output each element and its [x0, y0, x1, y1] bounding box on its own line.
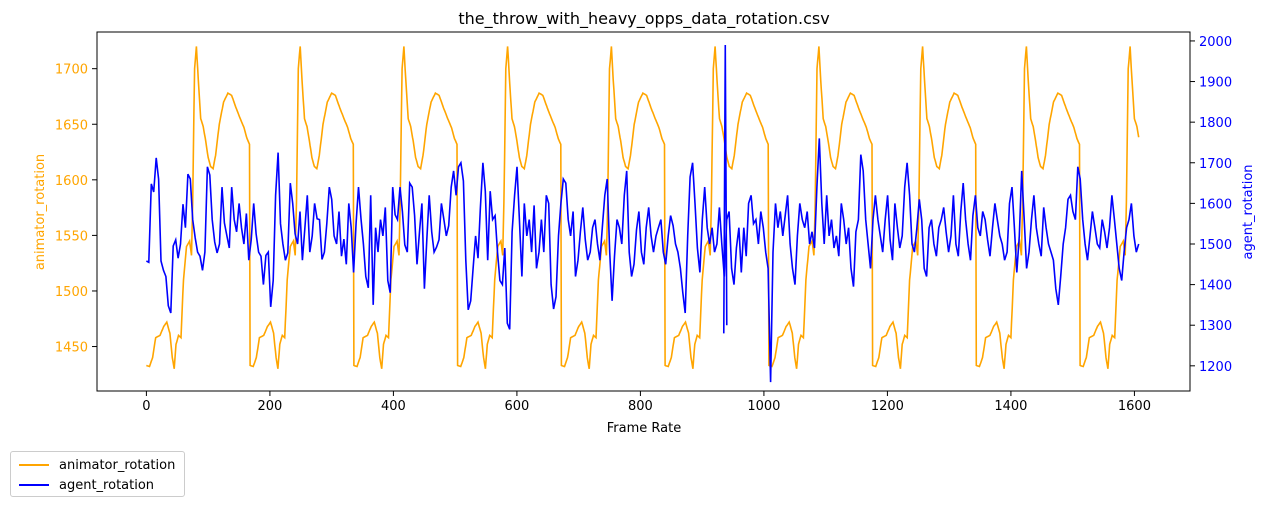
x-tick-label: 1000 [747, 399, 780, 414]
x-axis-ticks: 0 200 400 600 800 1000 1200 1400 1600 [142, 391, 1151, 414]
left-y-axis-label: animator_rotation [33, 154, 48, 270]
left-y-axis-ticks: 1450 1500 1550 1600 1650 1700 [55, 63, 97, 356]
left-y-tick-label: 1700 [55, 63, 88, 78]
x-axis-label: Frame Rate [607, 421, 681, 436]
animator-rotation-line [146, 46, 1140, 369]
x-tick-label: 0 [142, 399, 150, 414]
right-y-tick-label: 1600 [1199, 197, 1232, 212]
x-tick-label: 800 [628, 399, 653, 414]
x-tick-label: 200 [257, 399, 282, 414]
right-y-tick-label: 1700 [1199, 157, 1232, 172]
agent-rotation-spike [722, 44, 728, 334]
right-y-tick-label: 1400 [1199, 279, 1232, 294]
legend-swatch-animator [19, 464, 49, 466]
x-tick-label: 1200 [871, 399, 904, 414]
right-y-tick-label: 1800 [1199, 116, 1232, 131]
chart-title: the_throw_with_heavy_opps_data_rotation.… [458, 9, 829, 29]
legend-entry-animator: animator_rotation [19, 455, 175, 475]
left-y-tick-label: 1550 [55, 229, 88, 244]
right-y-tick-label: 2000 [1199, 35, 1232, 50]
legend: animator_rotation agent_rotation [10, 451, 185, 497]
legend-label-agent: agent_rotation [59, 477, 155, 493]
left-y-tick-label: 1500 [55, 285, 88, 300]
right-y-axis-label: agent_rotation [1241, 164, 1256, 259]
right-y-tick-label: 1500 [1199, 238, 1232, 253]
x-tick-label: 600 [504, 399, 529, 414]
right-y-tick-label: 1300 [1199, 319, 1232, 334]
left-y-tick-label: 1450 [55, 341, 88, 356]
left-y-tick-label: 1600 [55, 174, 88, 189]
left-y-tick-label: 1650 [55, 118, 88, 133]
x-tick-label: 400 [381, 399, 406, 414]
x-tick-label: 1600 [1118, 399, 1151, 414]
right-y-axis-ticks: 1200 1300 1400 1500 1600 1700 1800 1900 2000 [1190, 35, 1232, 375]
x-tick-label: 1400 [994, 399, 1027, 414]
right-y-tick-label: 1200 [1199, 360, 1232, 375]
legend-label-animator: animator_rotation [59, 457, 176, 473]
legend-swatch-agent [19, 484, 49, 486]
right-y-tick-label: 1900 [1199, 76, 1232, 91]
legend-entry-agent: agent_rotation [19, 475, 154, 495]
plot-frame [96, 31, 1191, 392]
series-layer [146, 44, 1140, 383]
agent-rotation-line [146, 138, 1140, 383]
plot-border [96, 31, 1191, 392]
